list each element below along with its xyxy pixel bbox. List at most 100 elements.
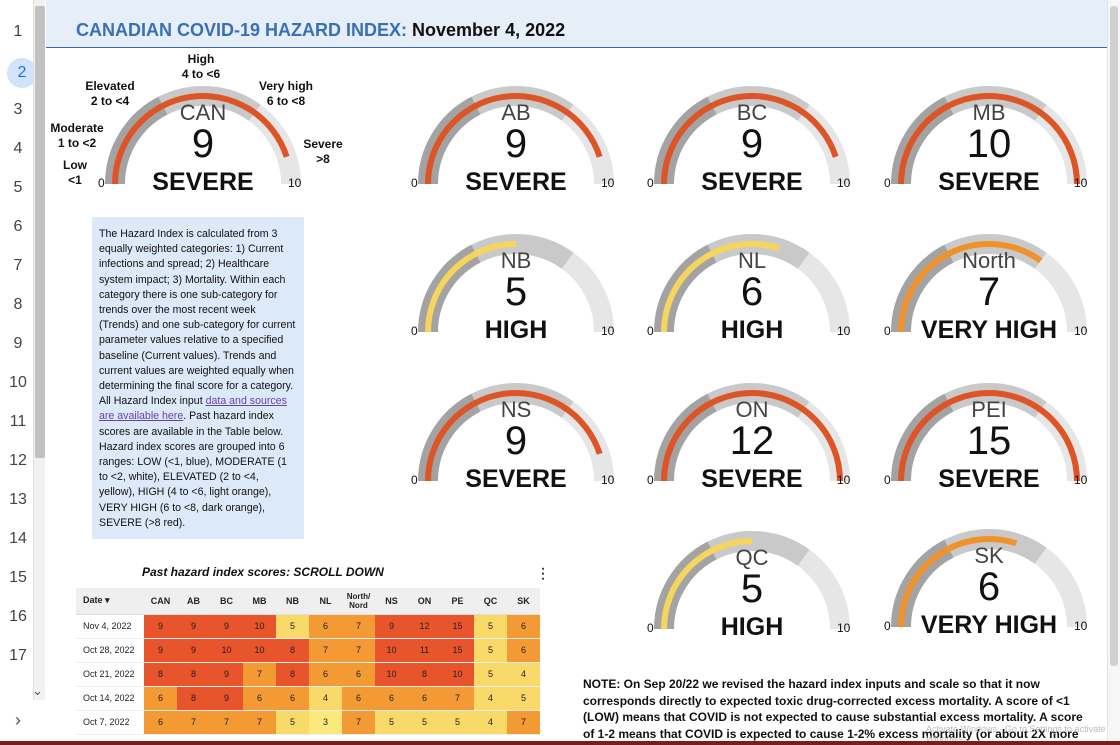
gauge-region-code: NL [737,248,767,273]
row-number[interactable]: 7 [13,257,23,274]
score-cell: 10 [441,662,474,687]
gauge-min-label: 0 [884,324,891,338]
gauge-value-arc [898,241,1043,333]
report-header: CANADIAN COVID-19 HAZARD INDEX: November… [46,0,1107,48]
gauge-level: SEVERE [938,465,1040,493]
score-cell: 9 [210,662,243,687]
gauge-value-arc [661,241,781,333]
gauge-track-light [1034,547,1087,628]
gauge-min-label: 0 [647,176,654,190]
right-scrollbar[interactable] [1107,0,1120,741]
scale-label-severe-range: >8 [316,152,330,166]
gauge-arc [418,383,614,482]
scale-label-severe: Severe >8 [300,137,346,167]
column-header[interactable]: AB [177,588,210,615]
column-header[interactable]: ON [408,588,441,615]
column-header[interactable]: QC [474,588,507,615]
row-number[interactable]: 3 [13,101,23,118]
row-number[interactable]: 12 [9,452,27,469]
windows-activation-watermark: Activate Windows · Go to Settings to act… [926,724,1106,744]
column-header[interactable]: BC [210,588,243,615]
column-header[interactable]: PE [441,588,474,615]
column-header[interactable]: NL [309,588,342,615]
column-header[interactable]: MB [243,588,276,615]
column-header[interactable]: NS [375,588,408,615]
row-number[interactable]: 13 [9,491,27,508]
row-number[interactable]: 8 [13,296,23,313]
column-header[interactable]: CAN [144,588,177,615]
column-header[interactable]: SK [507,588,540,615]
table-row[interactable]: Oct 21, 2022 8 8 9 7 8 6 6 10 8 10 5 4 [76,662,540,687]
row-number[interactable]: 15 [9,569,27,586]
row-number[interactable]: 6 [13,218,23,235]
gauge-value-arc [898,93,1080,185]
gauge-ab: AB 9 SEVERE 0 10 [411,72,621,202]
data-sources-link[interactable]: data and sources are available here [99,395,287,423]
score-cell: 7 [309,638,342,663]
scale-label-moderate-name: Moderate [50,121,104,135]
score-cell: 15 [441,614,474,639]
gauge-bc: BC 9 SEVERE 0 10 [647,72,857,202]
left-scrollbar[interactable] [33,0,45,700]
score-cell: 4 [507,662,540,687]
page-title: CANADIAN COVID-19 HAZARD INDEX: November… [76,20,565,41]
gauge-max-label: 10 [837,621,851,635]
gauge-region-code: NS [500,397,532,422]
row-number[interactable]: 1 [13,23,23,40]
right-scrollbar-thumb[interactable] [1110,6,1118,666]
gauge-ns: NS 9 SEVERE 0 10 [411,369,621,499]
score-cell: 11 [408,638,441,663]
row-number[interactable]: 11 [9,413,27,430]
row-number[interactable]: 4 [13,140,23,157]
expand-panel-icon[interactable]: › [15,710,21,730]
gauge-value: 9 [504,122,528,166]
gauge-arc [654,383,850,482]
gauge-min-label: 0 [647,473,654,487]
gauge-min-label: 0 [411,176,418,190]
gauge-value: 10 [966,122,1012,166]
gauge-value: 5 [504,270,528,314]
scale-label-moderate: Moderate 1 to <2 [47,121,107,151]
gauge-min-label: 0 [647,324,654,338]
chevron-down-icon[interactable]: ⌄ [32,683,43,698]
scale-label-elevated-name: Elevated [85,79,135,93]
gauge-on: ON 12 SEVERE 0 10 [647,369,857,499]
row-number[interactable]: 5 [13,179,23,196]
gauge-track-light [797,549,850,630]
table-row[interactable]: Oct 14, 2022 6 8 9 6 6 4 6 6 6 7 4 5 [76,686,540,711]
gauge-value: 15 [966,419,1012,463]
column-header[interactable]: NB [276,588,309,615]
score-cell: 12 [408,614,441,639]
score-cell: 15 [441,638,474,663]
column-header[interactable]: North/ Nord [342,588,375,615]
left-scrollbar-thumb[interactable] [35,6,45,458]
gauge-max-label: 10 [1074,324,1088,338]
gauge-region-code: NB [500,248,532,273]
gauge-track-light [1034,252,1087,333]
gauge-value: 9 [191,122,215,166]
row-number[interactable]: 10 [9,374,27,391]
score-cell: 6 [408,686,441,711]
more-options-icon[interactable]: ⋮ [536,565,550,581]
score-cell: 8 [177,686,210,711]
row-number[interactable]: 14 [9,530,27,547]
date-column-header[interactable]: Date ▾ [76,588,144,615]
row-number[interactable]: 16 [9,608,27,625]
table-row[interactable]: Nov 4, 2022 9 9 9 10 5 6 7 9 12 15 5 6 [76,614,540,639]
gauge-level: VERY HIGH [920,316,1058,344]
row-number[interactable]: 17 [9,647,27,664]
gauge-value-arc [898,390,1080,482]
row-number[interactable]: 2 [7,58,37,88]
gauge-value: 6 [740,270,764,314]
gauge-region-code: QC [735,545,769,570]
gauge-arc [891,529,1087,628]
table-row[interactable]: Oct 7, 2022 6 7 7 7 5 3 7 5 5 5 4 7 [76,710,540,735]
score-cell: 9 [210,614,243,639]
scale-label-low-name: Low [63,158,87,172]
row-number[interactable]: 9 [13,335,23,352]
table-row[interactable]: Oct 28, 2022 9 9 10 10 8 7 7 10 11 15 5 6 [76,638,540,663]
score-cell: 10 [375,662,408,687]
gauge-value-arc [425,390,603,482]
score-cell: 8 [276,662,309,687]
